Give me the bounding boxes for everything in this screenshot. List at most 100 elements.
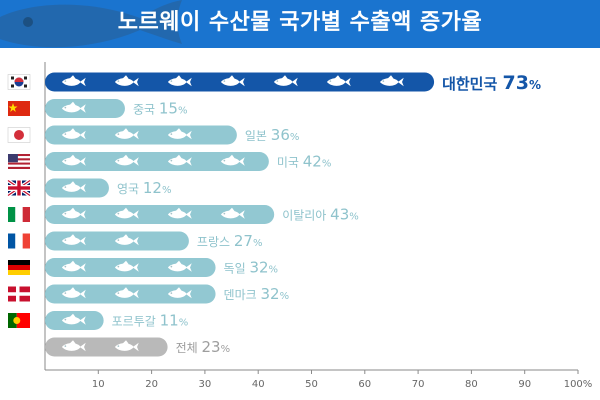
fish-icon — [61, 154, 86, 166]
x-tick-label: 50 — [305, 379, 318, 390]
x-tick-label: 10 — [92, 379, 105, 390]
data-label-unit: % — [290, 132, 300, 143]
bar-label: 덴마크 32% — [224, 285, 290, 303]
portugal-flag — [8, 313, 30, 328]
x-tick-label: 30 — [199, 379, 212, 390]
category-label: 이탈리아 — [282, 209, 330, 223]
data-label: 32 — [260, 285, 279, 303]
fish-icon — [273, 75, 298, 87]
fish-icon — [61, 181, 86, 193]
fish-icon — [114, 287, 139, 299]
uk-flag — [7, 179, 31, 197]
chart-title: 노르웨이 수산물 국가별 수출액 증가율 — [117, 10, 483, 35]
fish-icon — [61, 128, 86, 140]
x-tick-label: 20 — [145, 379, 158, 390]
fish-icon — [167, 207, 192, 219]
china-flag — [8, 101, 30, 116]
bar-label: 중국 15% — [133, 100, 188, 118]
fish-icon — [114, 128, 139, 140]
fish-icon — [61, 75, 86, 87]
data-label: 73 — [503, 72, 529, 94]
bar — [45, 125, 237, 145]
fish-icon — [220, 154, 245, 166]
data-label: 12 — [143, 179, 162, 197]
denmark-flag — [8, 286, 30, 302]
data-label: 11 — [160, 312, 179, 330]
bar-label: 영국 12% — [117, 179, 172, 197]
data-label-unit: % — [529, 78, 541, 92]
fish-icon — [114, 260, 139, 272]
bar-label: 미국 42% — [277, 153, 332, 171]
category-label: 일본 — [245, 129, 271, 143]
bar — [45, 205, 275, 224]
x-tick-label: 70 — [412, 379, 425, 390]
fish-icon — [167, 75, 192, 87]
data-label: 32 — [249, 259, 268, 277]
bar-label: 대한민국 73% — [442, 72, 541, 94]
bar-label: 전체 23% — [176, 338, 231, 356]
category-label: 덴마크 — [224, 288, 261, 302]
title-banner: 노르웨이 수산물 국가별 수출액 증가율 — [0, 0, 600, 48]
fish-icon — [167, 287, 192, 299]
fish-icon — [379, 75, 404, 87]
data-label-unit: % — [253, 238, 263, 249]
data-label: 15 — [159, 100, 178, 118]
bar-label: 프랑스 27% — [197, 232, 263, 250]
data-label-unit: % — [349, 212, 359, 223]
data-label-unit: % — [179, 318, 189, 329]
data-label-unit: % — [221, 344, 231, 355]
france-flag — [8, 233, 30, 249]
bar-label: 이탈리아 43% — [282, 206, 359, 224]
south-korea-flag — [7, 74, 31, 90]
x-tick-label: 80 — [465, 379, 478, 390]
category-label: 독일 — [224, 262, 250, 276]
bar-label: 독일 32% — [224, 259, 279, 277]
italy-flag — [8, 207, 30, 222]
bar-label: 포르투갈 11% — [112, 312, 189, 330]
category-label: 대한민국 — [442, 75, 502, 93]
japan-flag — [7, 127, 31, 143]
data-label: 42 — [303, 153, 322, 171]
bar-label: 일본 36% — [245, 126, 300, 144]
x-tick-label: 100% — [564, 379, 593, 390]
fish-icon — [114, 154, 139, 166]
category-label: 중국 — [133, 103, 159, 117]
fish-icon — [61, 340, 86, 352]
fish-icon — [61, 207, 86, 219]
fish-icon — [167, 260, 192, 272]
x-tick-label: 40 — [252, 379, 265, 390]
germany-flag — [8, 260, 30, 275]
fish-icon — [61, 287, 86, 299]
category-label: 영국 — [117, 182, 143, 196]
data-label-unit: % — [269, 265, 279, 276]
fish-icon — [61, 101, 86, 113]
fish-icon — [61, 260, 86, 272]
data-label: 43 — [330, 206, 349, 224]
data-label: 36 — [271, 126, 290, 144]
data-label: 27 — [234, 232, 253, 250]
x-tick-label: 90 — [518, 379, 531, 390]
category-label: 미국 — [277, 156, 303, 170]
fish-icon — [220, 207, 245, 219]
fish-icon — [220, 75, 245, 87]
bar — [45, 337, 168, 357]
bar — [45, 152, 269, 171]
category-label: 전체 — [176, 341, 202, 355]
data-label-unit: % — [178, 106, 188, 117]
data-label: 23 — [201, 338, 220, 356]
fish-icon — [114, 75, 139, 87]
data-label-unit: % — [280, 291, 290, 302]
bar — [45, 99, 125, 118]
fish-icon — [114, 340, 139, 352]
x-tick-label: 60 — [358, 379, 371, 390]
fish-icon — [167, 128, 192, 140]
fish-icon — [114, 234, 139, 246]
fish-icon — [167, 154, 192, 166]
fish-icon — [61, 234, 86, 246]
fish-icon — [326, 75, 351, 87]
data-label-unit: % — [322, 159, 332, 170]
category-label: 포르투갈 — [112, 315, 160, 329]
data-label-unit: % — [162, 185, 172, 196]
